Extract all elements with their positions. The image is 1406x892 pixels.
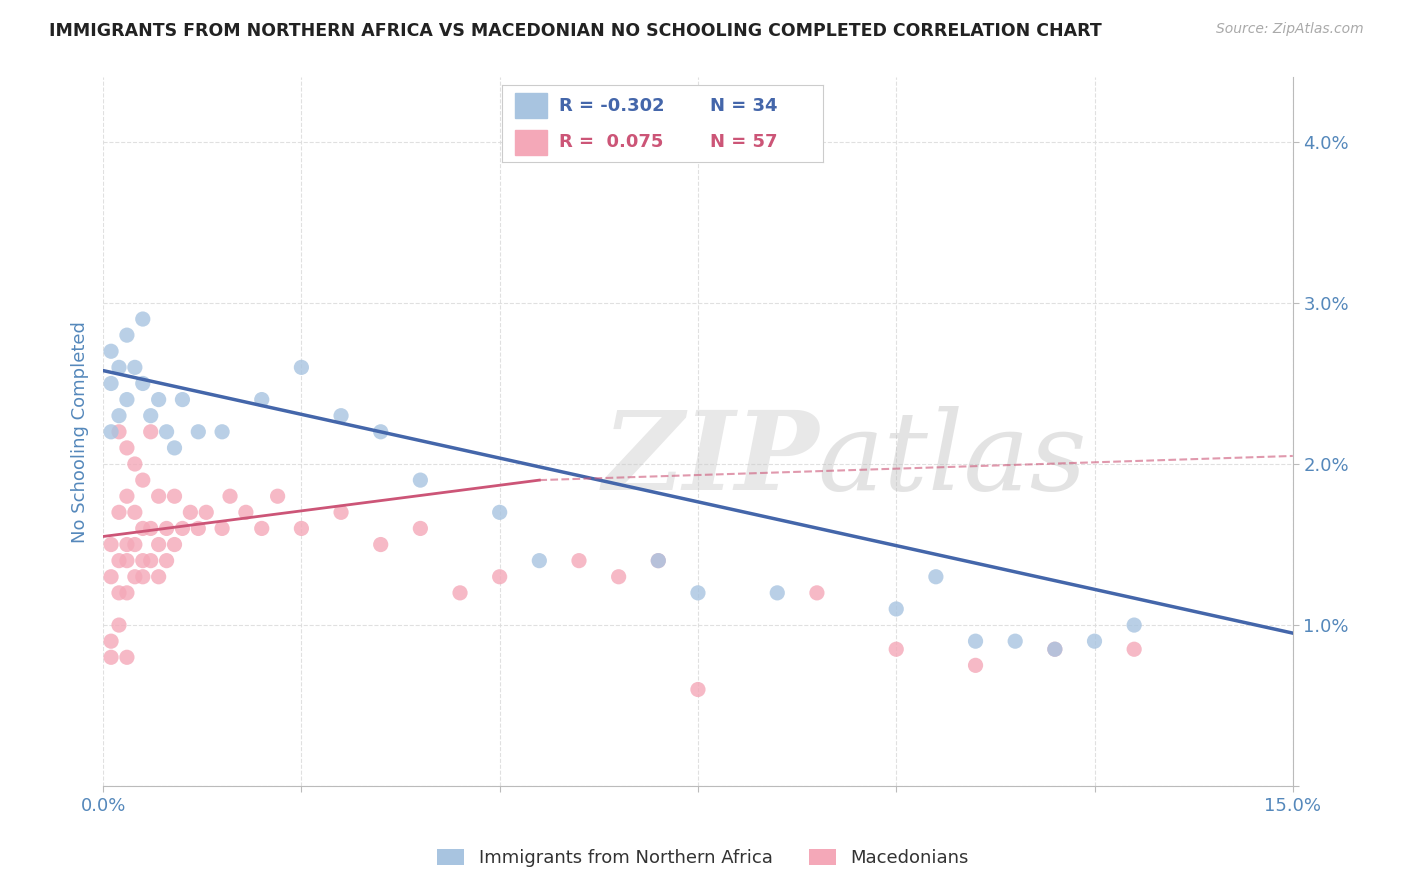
Point <box>187 425 209 439</box>
Point <box>108 618 131 632</box>
Legend: Immigrants from Northern Africa, Macedonians: Immigrants from Northern Africa, Macedon… <box>430 841 976 874</box>
Point <box>1043 642 1066 657</box>
Point <box>100 570 122 584</box>
Point <box>211 425 233 439</box>
Point <box>884 642 907 657</box>
Text: ZIP: ZIP <box>603 407 820 514</box>
Point <box>148 570 170 584</box>
Text: Source: ZipAtlas.com: Source: ZipAtlas.com <box>1216 22 1364 37</box>
Point <box>330 505 353 519</box>
Point <box>1043 642 1066 657</box>
Point <box>568 554 591 568</box>
Point <box>115 441 138 455</box>
Point <box>155 521 177 535</box>
Point <box>124 537 146 551</box>
Point <box>132 521 155 535</box>
Point <box>195 505 218 519</box>
Point <box>115 586 138 600</box>
Point <box>148 489 170 503</box>
Point <box>925 570 948 584</box>
Point <box>163 441 186 455</box>
Point <box>155 554 177 568</box>
Point <box>449 586 471 600</box>
Point <box>100 650 122 665</box>
Point <box>1004 634 1026 648</box>
Point <box>100 425 122 439</box>
Point <box>686 586 709 600</box>
Point <box>1083 634 1105 648</box>
Point <box>132 554 155 568</box>
Point <box>124 457 146 471</box>
Point <box>647 554 669 568</box>
Point <box>766 586 789 600</box>
Point <box>647 554 669 568</box>
Point <box>115 392 138 407</box>
Text: atlas: atlas <box>817 407 1087 514</box>
Point <box>139 409 162 423</box>
Point <box>187 521 209 535</box>
Point <box>172 392 194 407</box>
Point <box>529 554 551 568</box>
Point <box>115 328 138 343</box>
Point <box>163 489 186 503</box>
Point <box>148 537 170 551</box>
Point <box>330 409 353 423</box>
Point <box>290 521 312 535</box>
Point <box>965 658 987 673</box>
Point <box>108 425 131 439</box>
Point <box>488 570 510 584</box>
Point <box>132 570 155 584</box>
Point <box>488 505 510 519</box>
Point <box>172 521 194 535</box>
Point <box>370 425 392 439</box>
Text: IMMIGRANTS FROM NORTHERN AFRICA VS MACEDONIAN NO SCHOOLING COMPLETED CORRELATION: IMMIGRANTS FROM NORTHERN AFRICA VS MACED… <box>49 22 1102 40</box>
Point <box>132 376 155 391</box>
Point <box>108 409 131 423</box>
Point <box>806 586 828 600</box>
Point <box>115 554 138 568</box>
Point <box>219 489 242 503</box>
Point <box>179 505 201 519</box>
Point <box>1123 642 1146 657</box>
Point <box>290 360 312 375</box>
Point <box>266 489 288 503</box>
Point <box>139 554 162 568</box>
Point <box>115 650 138 665</box>
Point <box>100 634 122 648</box>
Point <box>409 473 432 487</box>
Point <box>139 425 162 439</box>
Point <box>108 554 131 568</box>
Point <box>370 537 392 551</box>
Point <box>100 376 122 391</box>
Point <box>607 570 630 584</box>
Point <box>124 360 146 375</box>
Point <box>965 634 987 648</box>
Point <box>163 537 186 551</box>
Point <box>108 505 131 519</box>
Point <box>115 489 138 503</box>
Point <box>124 505 146 519</box>
Point <box>100 537 122 551</box>
Point <box>250 392 273 407</box>
Point <box>139 521 162 535</box>
Point <box>155 425 177 439</box>
Point <box>211 521 233 535</box>
Point <box>115 537 138 551</box>
Point <box>132 312 155 326</box>
Point <box>409 521 432 535</box>
Point <box>108 360 131 375</box>
Point <box>1123 618 1146 632</box>
Point <box>250 521 273 535</box>
Y-axis label: No Schooling Completed: No Schooling Completed <box>72 321 89 542</box>
Point <box>132 473 155 487</box>
Point <box>235 505 257 519</box>
Point <box>686 682 709 697</box>
Point <box>108 586 131 600</box>
Point <box>148 392 170 407</box>
Point <box>100 344 122 359</box>
Point <box>884 602 907 616</box>
Point <box>124 570 146 584</box>
